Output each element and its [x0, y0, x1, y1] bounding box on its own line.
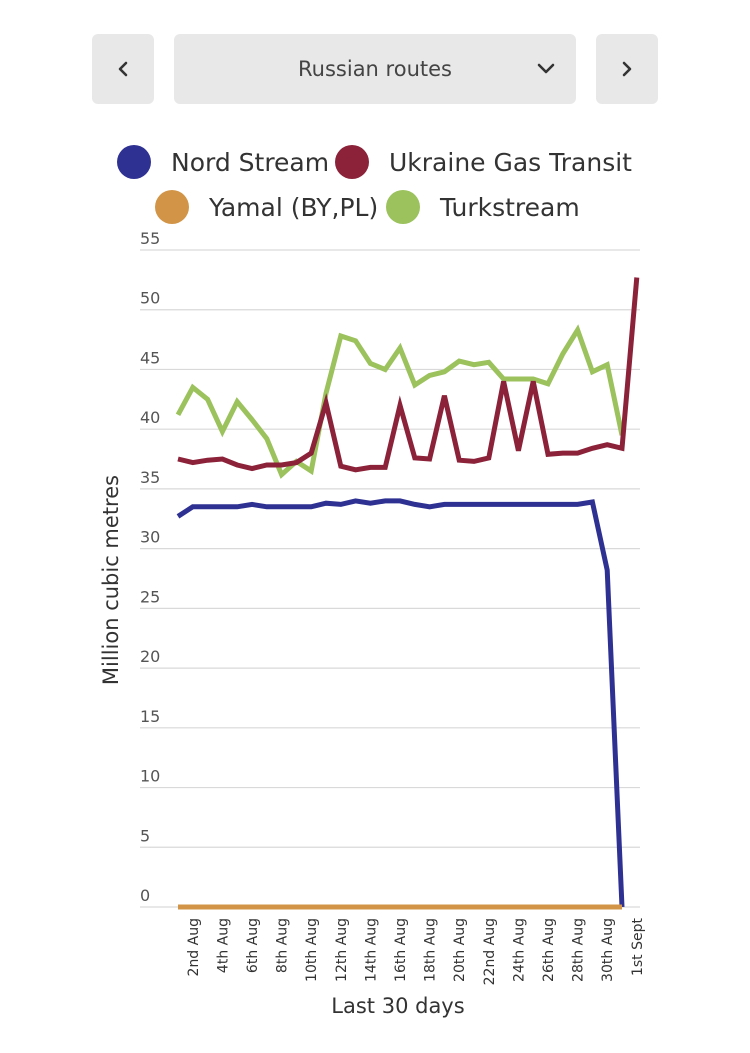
- y-tick-label: 45: [140, 348, 160, 367]
- route-select-dropdown[interactable]: Russian routes: [174, 34, 576, 104]
- series-line-ukraine-gas-transit: [177, 277, 640, 473]
- x-tick-label: 28th Aug: [571, 918, 587, 982]
- x-tick-label: 20th Aug: [452, 918, 468, 982]
- chevron-down-icon: [537, 63, 555, 74]
- x-tick-label: 6th Aug: [245, 918, 261, 973]
- chevron-right-icon: [622, 61, 632, 77]
- x-axis-title: Last 30 days: [331, 994, 464, 1018]
- dropdown-selected-value: Russian routes: [298, 57, 452, 81]
- y-tick-label: 20: [140, 647, 160, 666]
- x-tick-label: 24th Aug: [511, 918, 527, 982]
- y-tick-label: 10: [140, 767, 160, 786]
- x-tick-label: 4th Aug: [215, 918, 231, 973]
- legend-label: Ukraine Gas Transit: [389, 147, 632, 177]
- series-lines: [175, 277, 640, 910]
- legend-label: Turkstream: [440, 192, 580, 222]
- y-axis-ticks: 0 5 10 15 20 25 30 35 40 45 50 55: [140, 229, 160, 905]
- legend-item-nord-stream[interactable]: Nord Stream: [117, 142, 329, 182]
- y-tick-label: 30: [140, 528, 160, 547]
- next-button[interactable]: [596, 34, 658, 104]
- x-axis-ticks: 2nd Aug 4th Aug 6th Aug 8th Aug 10th Aug 12th…: [186, 918, 646, 986]
- y-tick-label: 15: [140, 707, 160, 726]
- y-tick-label: 50: [140, 289, 160, 308]
- y-tick-label: 25: [140, 587, 160, 606]
- x-tick-label: 1st Sept: [630, 918, 646, 977]
- legend-marker: [335, 145, 369, 179]
- x-tick-label: 10th Aug: [304, 918, 320, 982]
- x-tick-label: 8th Aug: [275, 918, 291, 973]
- y-axis-title: Million cubic metres: [99, 475, 123, 685]
- legend-item-turkstream[interactable]: Turkstream: [386, 187, 580, 227]
- x-tick-label: 2nd Aug: [186, 918, 202, 976]
- y-tick-label: 0: [140, 886, 150, 905]
- legend-label: Nord Stream: [171, 147, 330, 177]
- x-tick-label: 22nd Aug: [482, 918, 498, 985]
- x-tick-label: 30th Aug: [600, 918, 616, 982]
- legend-label: Yamal (BY,PL): [209, 192, 379, 222]
- chevron-left-icon: [118, 61, 128, 77]
- y-tick-label: 5: [140, 826, 150, 845]
- legend-item-yamal[interactable]: Yamal (BY,PL): [155, 187, 378, 227]
- x-tick-label: 12th Aug: [334, 918, 350, 982]
- y-tick-label: 35: [140, 468, 160, 487]
- y-tick-label: 40: [140, 408, 160, 427]
- legend-marker: [386, 190, 420, 224]
- legend-marker: [155, 190, 189, 224]
- y-tick-label: 55: [140, 229, 160, 248]
- x-tick-label: 18th Aug: [423, 918, 439, 982]
- x-tick-label: 14th Aug: [363, 918, 379, 982]
- previous-button[interactable]: [92, 34, 154, 104]
- x-tick-label: 26th Aug: [541, 918, 557, 982]
- series-line-turkstream: [175, 324, 625, 479]
- legend-marker: [117, 145, 151, 179]
- series-line-nord-stream: [176, 498, 625, 908]
- x-tick-label: 16th Aug: [393, 918, 409, 982]
- legend-item-ukraine-gas-transit[interactable]: Ukraine Gas Transit: [335, 142, 632, 182]
